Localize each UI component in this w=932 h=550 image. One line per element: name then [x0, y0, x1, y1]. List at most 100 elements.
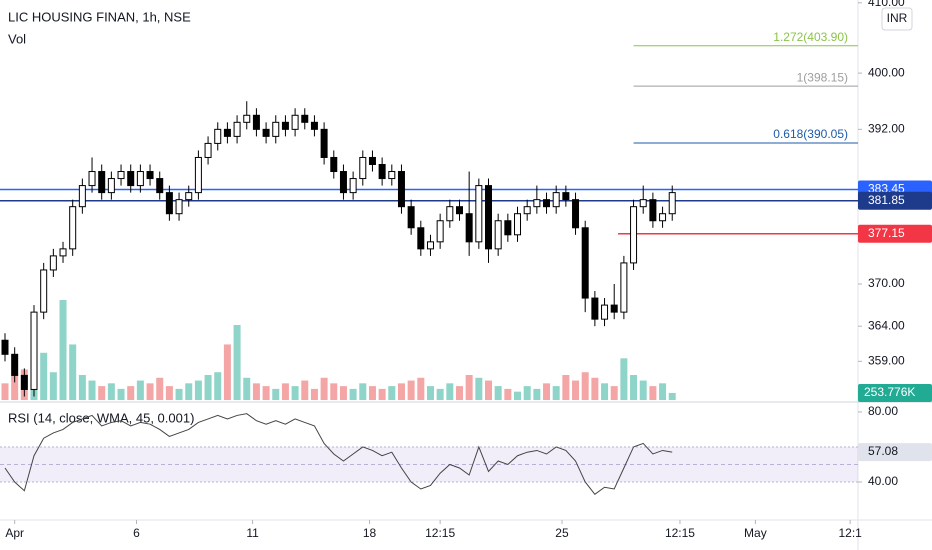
candle-body	[591, 297, 599, 320]
fib-label: 0.618(390.05)	[773, 127, 848, 141]
candle-body	[581, 227, 589, 299]
volume-bar	[136, 380, 144, 400]
candle-body	[252, 114, 260, 130]
volume-bar	[59, 300, 67, 400]
volume-bar	[601, 383, 609, 400]
time-tick-label: 25	[555, 526, 569, 540]
volume-bar	[204, 375, 212, 400]
rsi-tag-box	[858, 443, 932, 462]
candle-body	[11, 353, 19, 376]
volume-bar	[301, 380, 309, 400]
candle-body	[649, 199, 657, 222]
volume-bar	[243, 377, 251, 400]
candle-body	[78, 185, 86, 208]
volume-bar	[620, 358, 628, 400]
volume-bar	[165, 386, 173, 400]
volume-bar	[455, 386, 463, 400]
candle-body	[127, 171, 135, 187]
candle-body	[233, 121, 241, 137]
candle-body	[98, 171, 106, 194]
candle-body	[30, 311, 38, 390]
volume-bar	[40, 352, 48, 400]
rsi-line	[4, 413, 673, 495]
volume-bar	[581, 372, 589, 400]
candle-body	[349, 178, 357, 194]
volume-bar	[388, 386, 396, 400]
volume-bar	[252, 383, 260, 400]
volume-bar	[552, 386, 560, 400]
candle-body	[330, 156, 338, 173]
candle-body	[1, 339, 9, 355]
candle-body	[504, 220, 512, 236]
volume-bar	[107, 383, 115, 400]
candle-body	[40, 269, 48, 313]
candle-body	[262, 128, 270, 137]
volume-bar	[668, 392, 676, 400]
volume-bar	[659, 383, 667, 400]
candle-body	[630, 206, 638, 264]
volume-bar	[127, 386, 135, 400]
volume-bar	[514, 391, 522, 400]
candle-body	[272, 121, 280, 137]
candle-body	[475, 185, 483, 243]
time-tick-label: 12:15	[425, 526, 455, 540]
volume-bar	[262, 386, 270, 400]
volume-bar	[88, 380, 96, 400]
volume-tag: 253.776K	[864, 385, 915, 399]
time-tick-label: Apr	[5, 526, 24, 540]
candle-body	[339, 171, 347, 194]
price-tick-label: 400.00	[868, 65, 905, 79]
volume-bar	[475, 377, 483, 400]
volume-bar	[175, 388, 183, 400]
candle-body	[572, 199, 580, 229]
candle-body	[562, 192, 570, 201]
volume-bar	[649, 386, 657, 400]
volume-bar	[378, 388, 386, 400]
volume-bar	[330, 383, 338, 400]
candle-body	[69, 206, 77, 250]
candle-body	[397, 171, 405, 208]
candle-body	[601, 304, 609, 320]
price-line-tag-box	[858, 191, 932, 210]
candle-body	[20, 374, 28, 390]
volume-bar	[233, 325, 241, 400]
candle-body	[107, 178, 115, 194]
price-line-tag: 377.15	[868, 226, 905, 240]
candle-body	[455, 206, 463, 215]
volume-bar	[214, 372, 222, 400]
candle-body	[185, 192, 193, 201]
time-tick-label: 12:15	[665, 526, 695, 540]
candle-body	[214, 128, 222, 144]
price-line-tag: 381.85	[868, 193, 905, 207]
rsi-tick-label: 80.00	[868, 404, 898, 418]
time-tick-label: 12:1	[838, 526, 862, 540]
candle-body	[194, 156, 202, 194]
volume-bar	[426, 386, 434, 400]
candle-body	[426, 241, 434, 250]
currency-box[interactable]	[881, 7, 913, 31]
volume-bar	[281, 383, 289, 400]
candle-body	[117, 171, 125, 180]
candle-body	[620, 262, 628, 313]
volume-title: Vol	[8, 31, 26, 46]
candle-body	[407, 206, 415, 229]
candle-body	[175, 199, 183, 215]
price-tick-label: 359.00	[868, 354, 905, 368]
volume-bar	[146, 383, 154, 400]
time-tick-label: May	[744, 526, 767, 540]
candle-body	[485, 185, 492, 250]
candle-body	[543, 199, 551, 208]
candle-body	[49, 255, 57, 271]
candle-body	[291, 114, 299, 130]
price-tick-label: 392.00	[868, 122, 905, 136]
volume-bar	[11, 375, 19, 400]
candle-body	[659, 213, 667, 222]
price-tick-label: 410.00	[868, 0, 905, 9]
volume-bar	[436, 388, 444, 400]
volume-bar	[523, 386, 531, 400]
volume-bar	[417, 377, 425, 400]
candle-body	[243, 114, 251, 123]
volume-bar	[339, 386, 347, 400]
